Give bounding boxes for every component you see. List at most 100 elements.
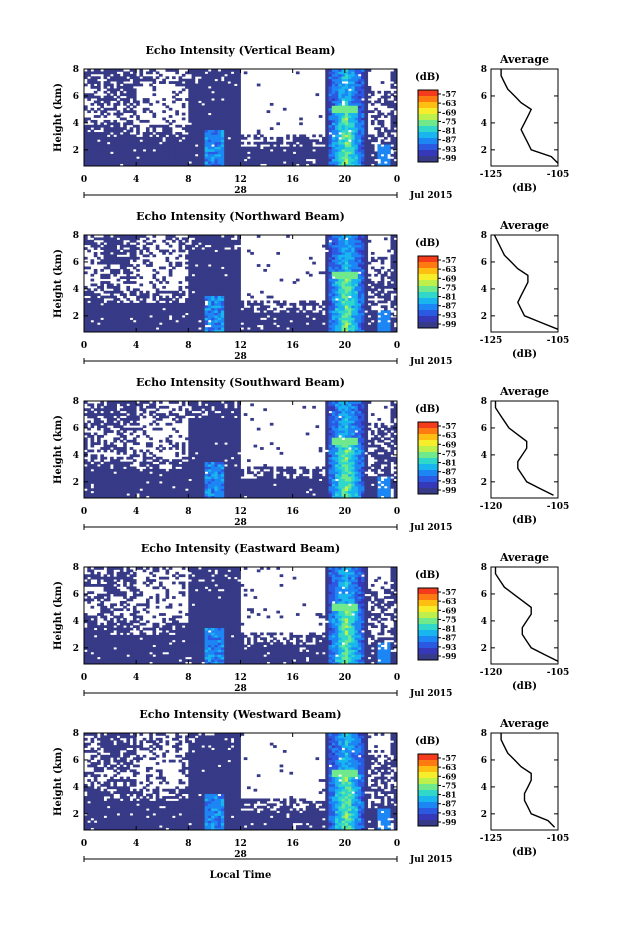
heatmap-cell <box>103 235 108 238</box>
heatmap-cell <box>338 249 342 253</box>
heatmap-cell <box>214 288 219 292</box>
heatmap-cell <box>220 276 225 280</box>
heatmap-cell <box>119 144 124 147</box>
heatmap-cell <box>299 322 303 326</box>
heatmap-cell <box>103 317 108 321</box>
heatmap-cell <box>230 132 235 135</box>
heatmap-cell <box>237 329 241 333</box>
heatmap-cells <box>84 69 398 167</box>
heatmap-cell <box>380 305 385 309</box>
heatmap-cell <box>100 149 104 152</box>
heatmap-cell <box>178 136 183 140</box>
heatmap-cell <box>185 141 189 145</box>
heatmap-cell <box>328 163 333 167</box>
heatmap-cell <box>328 85 333 89</box>
heatmap-cell <box>328 322 333 326</box>
heatmap-cell <box>220 295 225 299</box>
heatmap-cell <box>338 276 342 280</box>
heatmap-cell <box>344 107 349 111</box>
heatmap-cell <box>211 156 215 160</box>
heatmap-cell <box>367 85 372 89</box>
heatmap-cell <box>335 83 339 87</box>
heatmap-cell <box>354 242 359 246</box>
colorbar: (dB)-57-63-69-75-81-87-93-99 <box>415 72 457 163</box>
heatmap-cell <box>351 244 356 248</box>
heatmap-cell <box>331 317 336 321</box>
heatmap-cell <box>207 153 212 157</box>
heatmap-cell <box>201 329 206 333</box>
y-tick-label: 6 <box>73 258 79 268</box>
heatmap-cell <box>207 273 212 277</box>
heatmap-cell <box>243 156 248 160</box>
heatmap-cell <box>351 105 356 109</box>
heatmap-cell <box>84 129 88 133</box>
heatmap-cell <box>198 256 202 260</box>
heatmap-cell <box>331 69 336 72</box>
heatmap-cell <box>367 307 372 311</box>
heatmap-cell <box>230 329 235 333</box>
heatmap-cell <box>224 288 228 292</box>
heatmap-cell <box>217 161 222 164</box>
heatmap-cell <box>390 112 395 116</box>
heatmap-cell <box>172 319 176 323</box>
heatmap-cell <box>129 119 134 123</box>
heatmap-cell <box>227 242 232 246</box>
heatmap-cell <box>145 302 150 306</box>
heatmap-cell <box>158 163 163 167</box>
heatmap-cell <box>308 146 313 150</box>
heatmap-cell <box>103 151 108 155</box>
heatmap-cell <box>354 151 359 155</box>
heatmap-cell <box>224 139 228 143</box>
heatmap-cell <box>348 327 352 330</box>
heatmap-cell <box>106 242 111 246</box>
heatmap-cell <box>136 256 140 260</box>
heatmap-cell <box>335 256 339 260</box>
heatmap-cell <box>328 256 333 260</box>
heatmap-cell <box>299 312 303 316</box>
heatmap-cell <box>338 310 342 313</box>
heatmap-cell <box>162 156 166 160</box>
heatmap-cell <box>191 259 196 263</box>
heatmap-cell <box>172 295 176 299</box>
heatmap-cell <box>393 295 398 299</box>
heatmap-cell <box>341 247 346 250</box>
heatmap-cell <box>292 134 297 138</box>
heatmap-cell <box>103 266 108 270</box>
heatmap-cell <box>155 141 160 145</box>
heatmap-cell <box>230 242 235 246</box>
heatmap-cell <box>390 110 395 114</box>
heatmap-cell <box>97 312 101 316</box>
heatmap-cell <box>207 146 212 150</box>
heatmap-cell <box>344 78 349 82</box>
heatmap-cell <box>126 315 131 318</box>
heatmap-cell <box>237 73 241 77</box>
heatmap-cell <box>224 110 228 114</box>
heatmap-cell <box>370 256 375 260</box>
heatmap-cell <box>207 271 212 275</box>
heatmap-cell <box>217 315 222 318</box>
heatmap-cell <box>152 69 157 72</box>
heatmap-cell <box>84 293 88 297</box>
heatmap-cell <box>145 249 150 253</box>
heatmap-cell <box>380 285 385 289</box>
heatmap-cell <box>93 115 98 118</box>
heatmap-cell <box>211 315 215 318</box>
heatmap-cell <box>142 76 147 80</box>
heatmap-cell <box>145 76 150 80</box>
heatmap-cell <box>84 119 88 123</box>
heatmap-cell <box>178 78 183 82</box>
heatmap-cell <box>377 129 382 133</box>
heatmap-cell <box>129 158 134 162</box>
heatmap-cell <box>145 295 150 299</box>
heatmap-cell <box>393 81 398 84</box>
heatmap-cell <box>84 322 88 326</box>
heatmap-cell <box>266 146 271 150</box>
heatmap-cell <box>113 102 117 106</box>
heatmap-cell <box>273 158 277 162</box>
heatmap-cell <box>87 95 91 99</box>
heatmap-cell <box>214 88 219 92</box>
heatmap-cell <box>155 247 160 250</box>
heatmap-cell <box>335 95 339 99</box>
heatmap-cell <box>178 134 183 138</box>
heatmap-cell <box>165 136 170 140</box>
